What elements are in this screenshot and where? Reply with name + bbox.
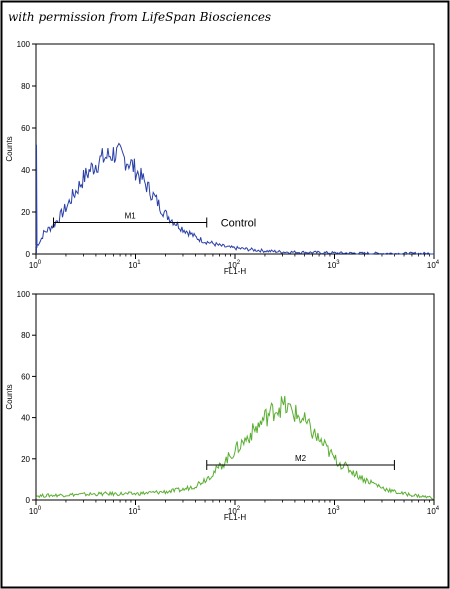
- x-axis-label: FL1-H: [224, 513, 246, 522]
- control-annotation: Control: [221, 218, 256, 230]
- gate-marker-label: M2: [295, 454, 307, 463]
- y-tick-label: 100: [17, 40, 31, 49]
- y-tick-label: 60: [21, 372, 30, 381]
- y-tick-label: 60: [21, 124, 30, 133]
- bottom-histogram-panel: 0 20 40 60 80 100 100 101 102 103 104 FL1-H Counts M2: [5, 290, 440, 522]
- x-tick-label: 102: [228, 506, 241, 516]
- x-axis-label: FL1-H: [224, 267, 246, 276]
- histogram-trace: [35, 142, 434, 255]
- histogram-trace: [35, 395, 435, 500]
- y-tick-label: 80: [21, 331, 30, 340]
- x-tick-label: 103: [327, 260, 340, 270]
- x-tick-label: 100: [29, 506, 42, 516]
- y-axis-label: Counts: [5, 384, 14, 409]
- x-tick-label: 103: [327, 506, 340, 516]
- y-axis-label: Counts: [5, 136, 14, 161]
- y-tick-label: 20: [21, 208, 30, 217]
- x-tick-label: 101: [128, 506, 141, 516]
- y-tick-label: 40: [21, 166, 30, 175]
- y-tick-label: 80: [21, 82, 30, 91]
- x-tick-label: 101: [128, 260, 141, 270]
- y-tick-label: 40: [21, 414, 30, 423]
- x-tick-label: 104: [427, 260, 440, 270]
- y-tick-label: 0: [26, 496, 31, 505]
- top-histogram-panel: 0 20 40 60 80 100 100 101 102 103 104 FL1-H Counts M1…: [5, 40, 440, 276]
- x-tick-label: 100: [29, 260, 42, 270]
- x-tick-label: 102: [228, 260, 241, 270]
- y-tick-label: 20: [21, 455, 30, 464]
- gate-marker-label: M1: [125, 212, 137, 221]
- y-tick-label: 0: [26, 250, 31, 259]
- permission-caption: with permission from LifeSpan Bioscience…: [8, 10, 271, 24]
- x-tick-label: 104: [427, 506, 440, 516]
- y-tick-label: 100: [17, 290, 31, 299]
